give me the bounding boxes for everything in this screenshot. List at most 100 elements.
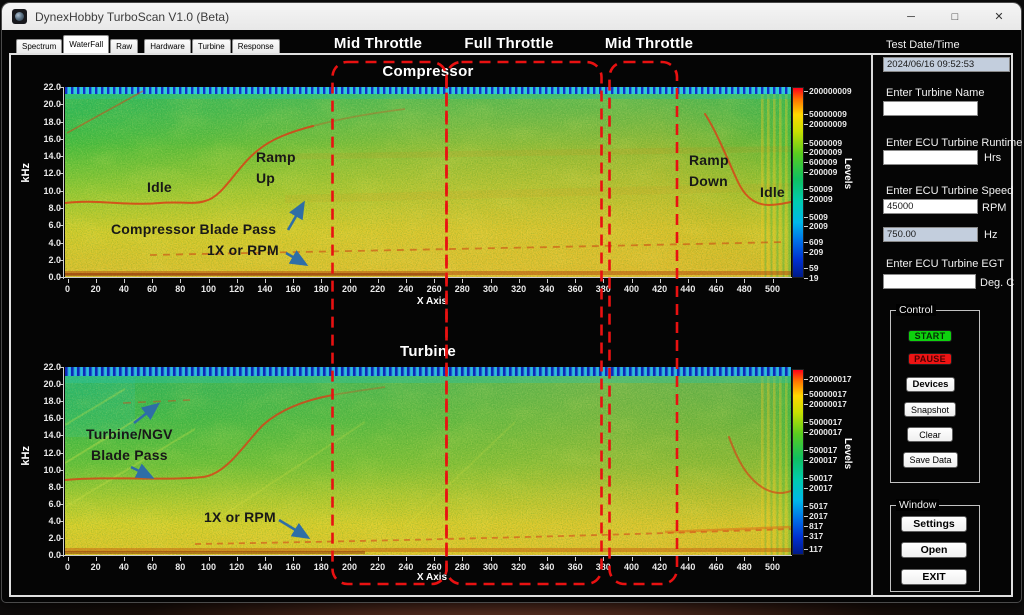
compressor-colorbar-label: 20009	[804, 194, 833, 204]
open-button[interactable]: Open	[901, 542, 967, 558]
tab-response[interactable]: Response	[231, 39, 280, 53]
turbine-xtick-label: 140	[257, 562, 273, 572]
compressor-levels-label: Levels	[842, 158, 853, 190]
compressor-xtick-mark	[405, 279, 407, 283]
speed-field[interactable]	[883, 199, 978, 214]
speed-hz-unit: Hz	[984, 229, 998, 241]
turbine-xtick-mark	[349, 557, 351, 561]
turbine-xtick-mark	[546, 557, 548, 561]
speed-label: Enter ECU Turbine Speed	[886, 185, 1014, 197]
compressor-xtick-mark	[152, 279, 154, 283]
runtime-unit: Hrs	[984, 152, 1002, 164]
turbine-xtick-label: 420	[652, 562, 668, 572]
turbine-xtick-mark	[321, 557, 323, 561]
turbine-ytick-label: 2.0	[48, 532, 61, 543]
tab-spectrum[interactable]: Spectrum	[16, 39, 63, 53]
turbine-colorbar-label: 117	[804, 544, 823, 554]
titlebar[interactable]: DynexHobby TurboScan V1.0 (Beta) ─ □ ✕	[2, 3, 1021, 30]
turbine-xtick-label: 400	[623, 562, 640, 572]
annotation-idle-left: Idle	[147, 179, 172, 195]
exit-button[interactable]: EXIT	[901, 569, 967, 585]
compressor-spectrogram	[65, 87, 791, 277]
tab-turbine[interactable]: Turbine	[191, 39, 231, 53]
devices-button[interactable]: Devices	[906, 377, 955, 392]
turbine-ytick-label: 22.0	[43, 362, 61, 372]
compressor-xtick-label: 180	[313, 284, 329, 294]
test-datetime-label: Test Date/Time	[886, 39, 960, 51]
compressor-xtick-label: 420	[652, 284, 668, 294]
compressor-colorbar-label: 200009	[803, 167, 838, 177]
turbine-ytick-label: 20.0	[43, 379, 61, 390]
save-data-button[interactable]: Save Data	[903, 452, 958, 468]
compressor-ytick-label: 0.0	[48, 272, 61, 282]
turbine-xtick-label: 280	[454, 562, 470, 572]
turbine-ytick-label: 8.0	[48, 481, 61, 492]
turbine-xtick-mark	[377, 557, 379, 561]
compressor-colorbar-label: 59	[803, 263, 819, 273]
turbine-spectrogram	[65, 367, 791, 555]
runtime-label: Enter ECU Turbine Runtime	[886, 137, 1023, 149]
compressor-xtick-mark	[603, 279, 605, 283]
turbine-ytick-label: 16.0	[43, 413, 61, 424]
compressor-ytick-label: 4.0	[48, 237, 61, 248]
compressor-colorbar-label: 2009	[804, 221, 828, 231]
compressor-xtick-label: 360	[567, 284, 583, 294]
compressor-xtick-label: 20	[90, 284, 101, 294]
turbine-y-axis	[63, 367, 64, 557]
window-group-label: Window	[896, 499, 940, 511]
compressor-ytick-mark	[59, 104, 63, 106]
turbine-xtick-mark	[152, 557, 154, 561]
annotation-idle-right: Idle	[760, 184, 785, 200]
compressor-xtick-mark	[180, 279, 182, 283]
turbine-xtick-mark	[405, 557, 407, 561]
turbine-xtick-label: 300	[482, 562, 499, 572]
speed-hz-field[interactable]	[883, 227, 978, 242]
maximize-icon[interactable]: □	[951, 10, 959, 23]
tab-raw[interactable]: Raw	[110, 39, 139, 53]
settings-button[interactable]: Settings	[901, 516, 967, 532]
compressor-xtick-mark	[772, 279, 774, 283]
turbine-ytick-mark	[59, 555, 63, 556]
turbine-ytick-mark	[59, 520, 63, 522]
compressor-xtick-label: 500	[764, 284, 781, 294]
compressor-chart-title: Compressor	[382, 63, 474, 80]
pause-button[interactable]: PAUSE	[908, 353, 952, 365]
runtime-field[interactable]	[883, 150, 978, 165]
tab-hardware[interactable]: Hardware	[144, 39, 191, 53]
compressor-ytick-mark	[59, 173, 63, 175]
turbine-xtick-label: 0	[64, 562, 70, 572]
turbine-name-field[interactable]	[883, 101, 978, 116]
snapshot-button[interactable]: Snapshot	[904, 402, 956, 417]
compressor-colorbar-label: 50000009	[804, 109, 847, 119]
start-button[interactable]: START	[908, 330, 952, 342]
compressor-xtick-label: 480	[736, 284, 752, 294]
egt-field[interactable]	[883, 274, 976, 289]
turbine-xtick-label: 180	[313, 562, 329, 572]
turbine-xtick-label: 40	[118, 562, 129, 572]
close-icon[interactable]: ✕	[994, 11, 1004, 23]
turbine-xtick-label: 240	[398, 562, 414, 572]
clear-button[interactable]: Clear	[907, 427, 953, 442]
compressor-x-axis	[63, 277, 792, 278]
compressor-xtick-mark	[434, 279, 436, 283]
compressor-ytick-mark	[59, 207, 63, 209]
turbine-xlabel: X Axis	[416, 572, 448, 583]
turbine-ytick-label: 4.0	[48, 515, 61, 526]
compressor-ytick-label: 10.0	[43, 185, 61, 196]
tab-waterfall[interactable]: WaterFall	[63, 35, 110, 53]
app-icon	[12, 9, 27, 24]
compressor-xtick-mark	[518, 279, 520, 283]
turbine-colorbar-label: 20017	[804, 483, 833, 493]
compressor-colorbar-label: 600009	[803, 157, 838, 167]
turbine-xtick-mark	[208, 557, 210, 561]
compressor-xtick-label: 60	[147, 284, 158, 294]
compressor-xtick-mark	[67, 279, 69, 283]
turbine-colorbar-label: 200000017	[804, 374, 852, 384]
annotation-turbine-blade-pass: Turbine/NGV Blade Pass	[86, 426, 173, 463]
minimize-icon[interactable]: ─	[907, 10, 915, 23]
turbine-xtick-label: 460	[708, 562, 724, 572]
compressor-ytick-mark	[59, 138, 63, 140]
turbine-ytick-label: 10.0	[43, 464, 61, 475]
turbine-xtick-mark	[518, 557, 520, 561]
test-datetime-field[interactable]	[883, 57, 1010, 72]
